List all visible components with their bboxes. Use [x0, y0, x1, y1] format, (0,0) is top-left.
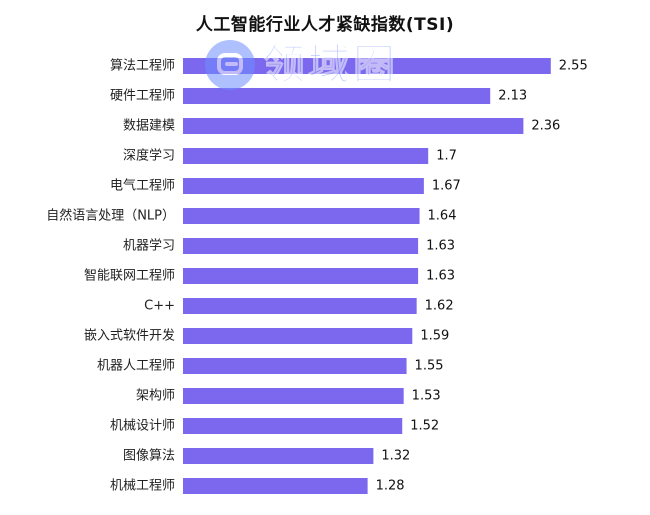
value-label: 1.63	[426, 239, 455, 254]
category-label: 嵌入式软件开发	[84, 328, 175, 344]
chart-title: 人工智能行业人才紧缺指数(TSI)	[195, 15, 455, 35]
value-label: 1.53	[412, 389, 441, 404]
bar	[183, 88, 491, 104]
value-label: 1.64	[428, 209, 457, 224]
category-label: 机械工程师	[110, 479, 175, 494]
category-label: 机器学习	[123, 238, 175, 254]
value-label: 1.63	[426, 269, 455, 284]
category-label: 深度学习	[123, 148, 175, 164]
bar	[183, 118, 524, 134]
category-label: 图像算法	[123, 449, 175, 464]
bar	[183, 58, 551, 74]
category-label: 硬件工程师	[110, 89, 175, 104]
bar	[183, 208, 420, 224]
value-label: 1.52	[410, 419, 439, 434]
category-label: 智能联网工程师	[84, 269, 175, 284]
value-label: 2.36	[531, 119, 560, 134]
category-label: 机械设计师	[110, 419, 175, 434]
category-label: 架构师	[136, 389, 175, 404]
value-label: 1.7	[436, 149, 457, 164]
bar	[183, 388, 404, 404]
category-label: 自然语言处理（NLP）	[46, 208, 175, 224]
category-label: 算法工程师	[110, 59, 175, 74]
bar	[183, 238, 419, 254]
value-label: 1.55	[415, 359, 444, 374]
category-label: 数据建模	[123, 119, 175, 134]
category-label: C++	[144, 299, 175, 314]
value-label: 1.28	[376, 479, 405, 494]
bar	[183, 448, 374, 464]
value-label: 1.59	[420, 329, 449, 344]
bars-layer	[183, 58, 551, 494]
value-label: 1.67	[432, 179, 461, 194]
value-label: 1.32	[381, 449, 410, 464]
bar	[183, 478, 368, 494]
value-label: 2.13	[498, 89, 527, 104]
bar	[183, 178, 424, 194]
bar	[183, 268, 419, 284]
value-label: 2.55	[559, 59, 588, 74]
bar	[183, 358, 407, 374]
category-label: 电气工程师	[110, 178, 175, 194]
value-labels: 2.55 2.13 2.36 1.7 1.67 1.64 1.63 1.63 1.62 1.59 1…	[376, 59, 588, 494]
bar	[183, 328, 413, 344]
bar	[183, 148, 429, 164]
bar	[183, 418, 403, 434]
value-label: 1.62	[425, 299, 454, 314]
category-label: 机器人工程师	[97, 359, 175, 374]
bar	[183, 298, 417, 314]
